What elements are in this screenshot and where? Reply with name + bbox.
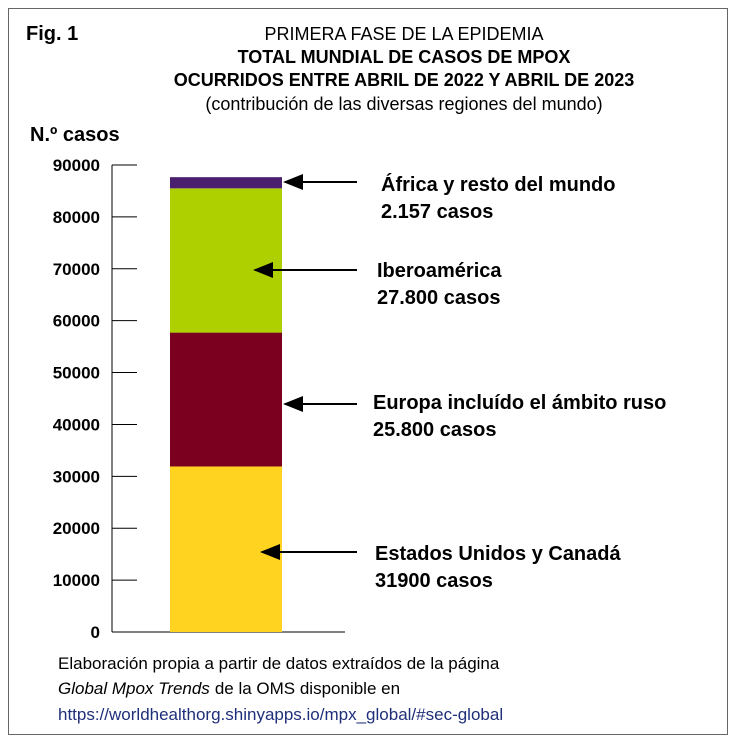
value-label: 2.157 casos bbox=[381, 201, 493, 223]
bar-segment bbox=[170, 177, 282, 189]
source: de la OMS disponible en bbox=[215, 679, 400, 698]
value-label: 25.800 casos bbox=[373, 419, 496, 441]
y-tick-label: 60000 bbox=[53, 312, 100, 331]
subtitle: TOTAL MUNDIAL DE CASOS DE MPOX bbox=[238, 47, 571, 67]
y-tick-label: 30000 bbox=[53, 467, 100, 486]
y-tick-label: 50000 bbox=[53, 364, 100, 383]
value-label: 31900 casos bbox=[375, 570, 493, 592]
figure-label: Fig. 1 bbox=[26, 23, 78, 45]
y-tick-label: 70000 bbox=[53, 260, 100, 279]
bar-segment bbox=[170, 332, 282, 467]
y-tick-label: 20000 bbox=[53, 519, 100, 538]
value-label: 27.800 casos bbox=[377, 287, 500, 309]
subtitle: (contribución de las diversas regiones d… bbox=[205, 94, 602, 114]
source: Elaboración propia a partir de datos ext… bbox=[58, 654, 500, 673]
source-italic: Global Mpox Trends bbox=[58, 679, 210, 698]
y-tick-label: 0 bbox=[91, 623, 100, 642]
y-axis-label: N.º casos bbox=[30, 124, 120, 146]
y-tick-label: 90000 bbox=[53, 156, 100, 175]
source: Global Mpox Trends de la OMS disponible e… bbox=[58, 679, 400, 698]
series-label: Europa incluído el ámbito ruso bbox=[373, 392, 666, 414]
bar-segment bbox=[170, 466, 282, 632]
series-label: África y resto del mundo bbox=[381, 173, 616, 196]
source-url: https://worldhealthorg.shinyapps.io/mpx_… bbox=[58, 705, 503, 724]
y-tick-label: 40000 bbox=[53, 415, 100, 434]
series-label: Iberoamérica bbox=[377, 260, 502, 282]
y-tick-label: 10000 bbox=[53, 571, 100, 590]
series-label: Estados Unidos y Canadá bbox=[375, 543, 621, 565]
subtitle: OCURRIDOS ENTRE ABRIL DE 2022 Y ABRIL DE… bbox=[174, 70, 634, 90]
chart-title: PRIMERA FASE DE LA EPIDEMIA bbox=[264, 24, 543, 44]
frame bbox=[8, 8, 728, 735]
bar-segment bbox=[170, 188, 282, 333]
y-tick-label: 80000 bbox=[53, 208, 100, 227]
